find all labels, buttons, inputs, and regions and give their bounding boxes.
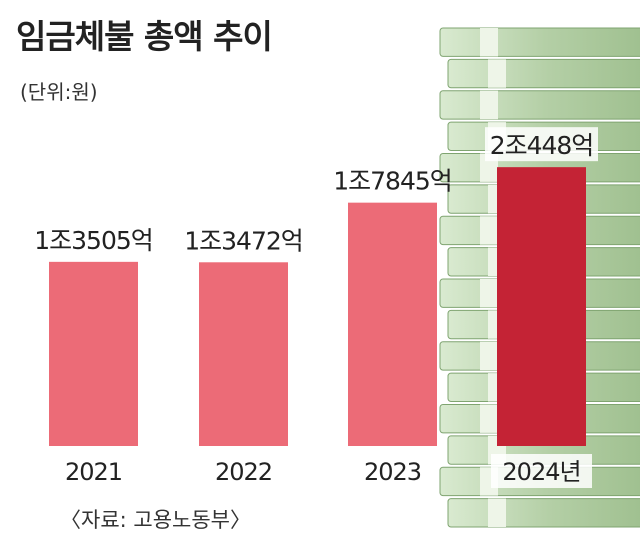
bar-value-label: 2조448억 (490, 131, 594, 160)
money-band (480, 341, 498, 371)
label-backdrop (485, 127, 598, 162)
money-band (480, 90, 498, 120)
money-band (480, 404, 498, 433)
money-band (480, 28, 498, 57)
bar-value-label: 1조3505억 (34, 226, 153, 255)
money-band (488, 498, 506, 527)
chart-title: 임금체불 총액 추이 (16, 17, 273, 56)
money-bundle (439, 27, 640, 57)
money-band (480, 279, 498, 308)
x-tick-label: 2022 (215, 458, 272, 486)
bar-2021 (49, 261, 138, 446)
unit-label: (단위:원) (20, 80, 98, 104)
money-bundle (447, 58, 640, 89)
money-bundle (447, 498, 640, 528)
bar-2023 (348, 202, 437, 446)
x-tick-label: 2024년 (502, 458, 580, 486)
bar-value-label: 1조7845억 (333, 167, 452, 196)
tick-backdrop (491, 454, 592, 488)
bar-2022 (199, 262, 288, 446)
source-label: 〈자료: 고용노동부〉 (60, 508, 251, 532)
money-band (488, 59, 506, 88)
money-bundle (439, 90, 640, 120)
bar-2024년 (497, 167, 586, 446)
money-band (480, 216, 498, 245)
bar-value-label: 1조3472억 (184, 226, 303, 255)
x-tick-label: 2021 (65, 458, 122, 486)
x-tick-label: 2023 (364, 458, 421, 486)
